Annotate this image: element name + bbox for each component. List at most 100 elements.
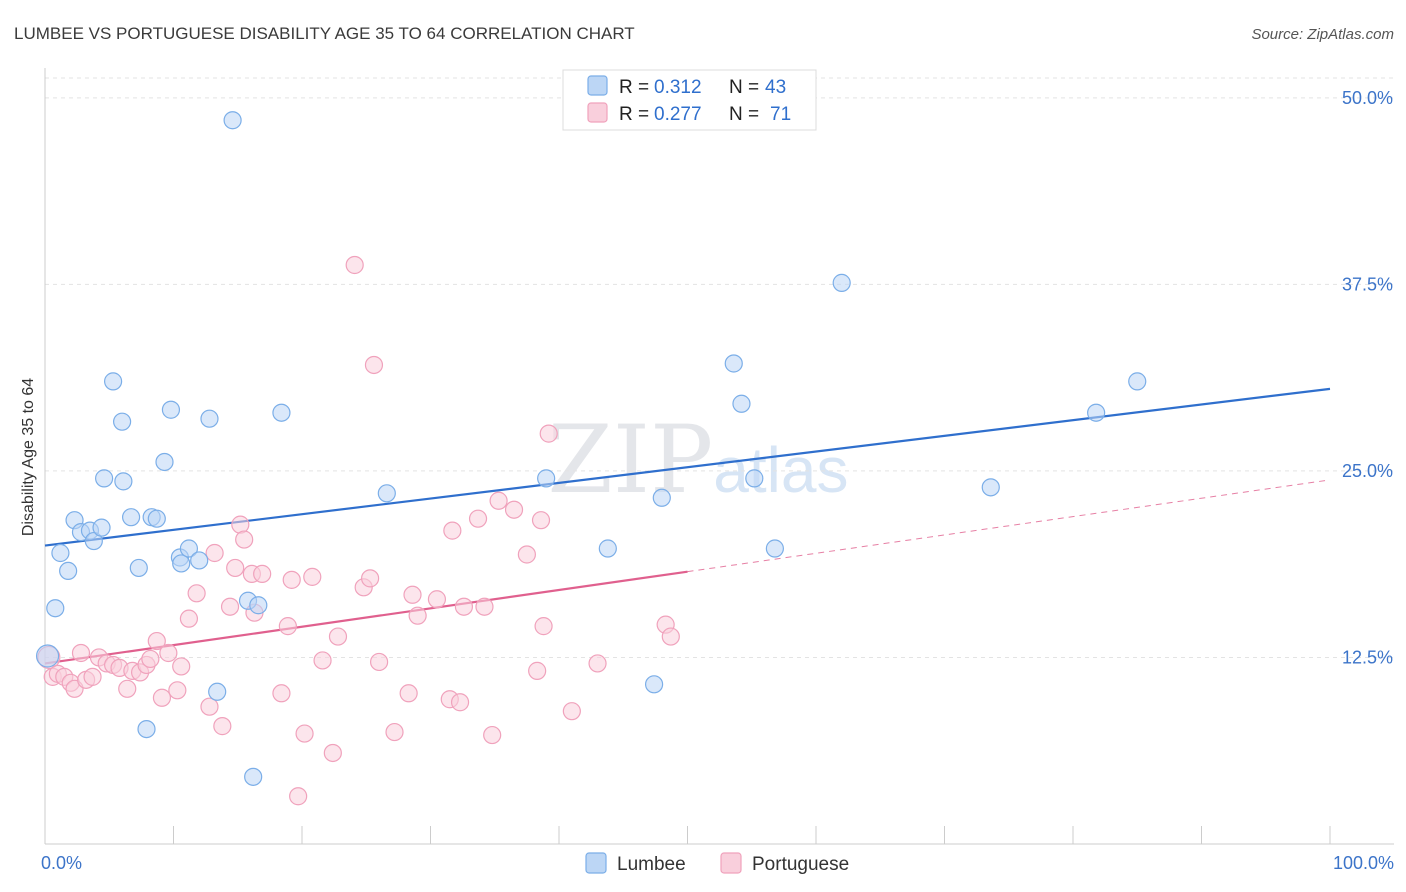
stats-legend-swatch-portuguese [587, 102, 608, 123]
point-portuguese [539, 424, 558, 443]
stats-r-value-lumbee: 0.312 [654, 77, 702, 98]
stats-legend: R = 0.312 N = 43 R = 0.277 N = 71 [562, 69, 817, 131]
point-portuguese [71, 643, 91, 663]
point-portuguese [159, 643, 178, 663]
point-portuguese [83, 667, 102, 686]
point-portuguese [289, 787, 308, 806]
point-lumbee [179, 539, 199, 558]
tick-labels: 12.5% 25.0% 37.5% 50.0% 0.0% 100.0% [41, 88, 1394, 873]
point-lumbee [190, 551, 209, 570]
point-lumbee [1087, 403, 1106, 422]
point-lumbee [35, 644, 60, 668]
point-lumbee [46, 599, 65, 618]
point-portuguese [408, 606, 427, 625]
point-lumbee [244, 767, 263, 786]
y-tick-label: 37.5% [1342, 274, 1393, 294]
point-portuguese [403, 585, 422, 604]
point-portuguese [187, 584, 206, 603]
y-tick-label: 12.5% [1342, 647, 1393, 667]
point-portuguese [443, 521, 462, 540]
stats-n-value-lumbee: 43 [765, 77, 786, 98]
point-lumbee [95, 469, 114, 488]
watermark-text: ZIPatlas [548, 406, 849, 515]
point-lumbee [200, 409, 219, 428]
point-lumbee [832, 273, 851, 292]
point-portuguese [588, 654, 607, 673]
point-portuguese [226, 558, 245, 578]
point-lumbee [377, 484, 396, 503]
point-lumbee [59, 561, 78, 581]
point-lumbee [644, 675, 664, 694]
point-portuguese [562, 702, 581, 721]
point-lumbee [249, 596, 268, 615]
point-portuguese [345, 255, 364, 275]
point-lumbee [51, 543, 70, 563]
point-portuguese [141, 649, 160, 669]
point-lumbee [147, 509, 166, 528]
point-lumbee [112, 412, 132, 431]
point-portuguese [468, 509, 488, 528]
point-lumbee [84, 531, 103, 551]
point-portuguese [235, 530, 254, 549]
point-portuguese [534, 617, 553, 636]
point-lumbee [155, 452, 174, 472]
point-portuguese [272, 684, 291, 703]
source-label: Source: ZipAtlas.com [1251, 26, 1394, 43]
point-portuguese [220, 597, 240, 616]
stats-r-label-portuguese: R = [619, 104, 649, 125]
point-portuguese [172, 657, 191, 676]
point-portuguese [475, 597, 494, 616]
point-portuguese [427, 590, 447, 609]
point-portuguese [528, 661, 547, 680]
point-portuguese [323, 743, 342, 763]
point-portuguese [179, 609, 199, 628]
legend-label-portuguese: Portuguese [752, 854, 849, 875]
stats-n-value-portuguese: 71 [770, 104, 791, 125]
point-lumbee [121, 508, 141, 527]
point-lumbee [172, 554, 191, 573]
stats-r-value-portuguese: 0.277 [654, 104, 702, 125]
point-portuguese [168, 681, 187, 700]
point-lumbee [92, 518, 111, 537]
trendline-portuguese-extension [687, 479, 1331, 573]
point-portuguese [200, 697, 219, 716]
point-lumbee [537, 469, 556, 488]
point-lumbee [981, 478, 1000, 497]
point-portuguese [231, 515, 250, 534]
point-lumbee [137, 719, 156, 739]
trendline-lumbee [44, 387, 1331, 547]
point-portuguese [450, 693, 470, 712]
point-portuguese [147, 631, 166, 651]
point-portuguese [399, 684, 418, 703]
point-lumbee [765, 539, 784, 558]
legend-swatch-lumbee [585, 852, 607, 874]
point-lumbee [724, 354, 743, 373]
stats-r-label-lumbee: R = [619, 77, 649, 98]
y-tick-label: 50.0% [1342, 88, 1393, 108]
point-lumbee [208, 682, 227, 701]
point-portuguese [118, 679, 137, 698]
point-lumbee [161, 400, 181, 419]
chart-title: LUMBEE VS PORTUGUESE DISABILITY AGE 35 T… [14, 24, 635, 43]
point-portuguese [205, 543, 224, 563]
watermark: ZIPatlas [548, 406, 849, 515]
point-lumbee [223, 111, 242, 130]
legend-swatch-portuguese [720, 852, 742, 874]
point-portuguese [483, 725, 502, 745]
point-portuguese [303, 567, 322, 586]
y-axis-label: Disability Age 35 to 64 [20, 378, 37, 536]
point-lumbee [732, 394, 751, 413]
stats-legend-swatch-lumbee [587, 75, 608, 96]
point-lumbee [598, 539, 617, 558]
point-lumbee [114, 472, 133, 491]
point-lumbee [129, 558, 148, 578]
point-portuguese [213, 717, 232, 736]
point-portuguese [489, 491, 508, 510]
point-portuguese [361, 569, 380, 588]
bottom-legend: Lumbee Portuguese [585, 852, 849, 875]
point-portuguese [661, 627, 680, 646]
point-lumbee [652, 488, 671, 507]
x-tick-label: 0.0% [41, 853, 82, 873]
point-lumbee [1128, 372, 1147, 391]
